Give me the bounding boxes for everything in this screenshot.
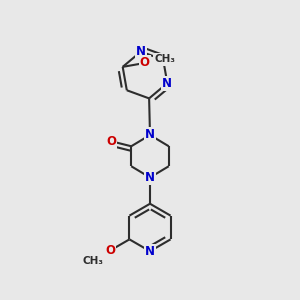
Text: N: N [145,128,155,142]
Text: O: O [105,244,115,257]
Text: N: N [145,245,155,258]
Text: O: O [106,135,116,148]
Text: N: N [145,171,155,184]
Text: N: N [162,76,172,90]
Text: O: O [140,56,150,70]
Text: N: N [136,45,146,58]
Text: CH₃: CH₃ [154,55,175,64]
Text: CH₃: CH₃ [82,256,103,266]
